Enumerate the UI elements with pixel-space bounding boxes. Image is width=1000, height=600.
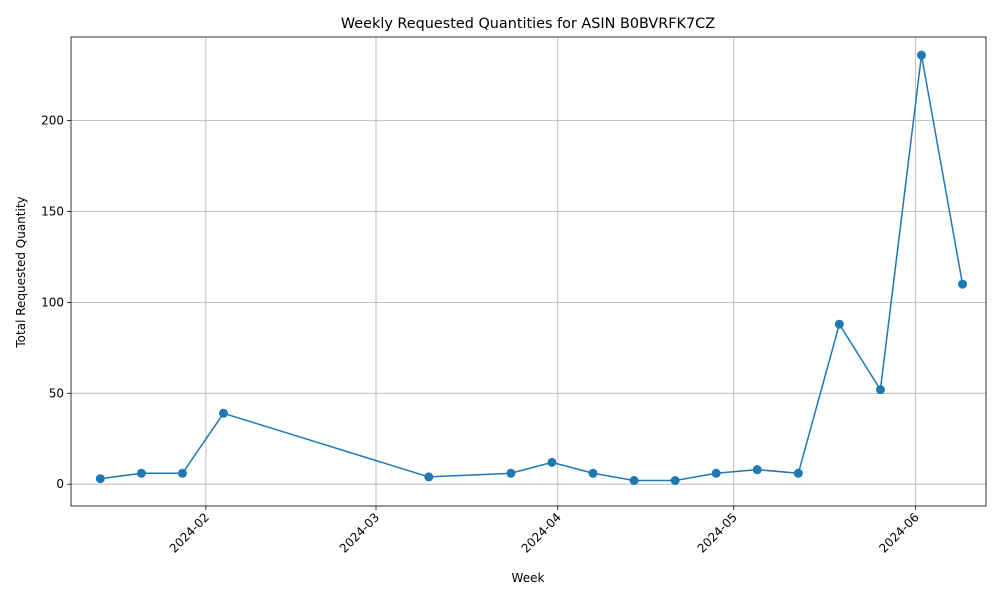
y-tick-label: 150 (41, 205, 64, 219)
data-point (547, 457, 557, 467)
data-point (219, 408, 228, 418)
x-tick-label: 2024-06 (876, 510, 921, 555)
data-point (136, 468, 146, 478)
y-tick-label: 100 (41, 295, 64, 309)
data-point (670, 476, 680, 486)
y-tick-label: 50 (49, 386, 64, 400)
x-tick-label: 2024-02 (167, 510, 212, 555)
data-point (588, 468, 598, 478)
series-polyline (100, 54, 964, 482)
data-point (916, 50, 926, 60)
x-axis-label: Week (512, 571, 545, 585)
data-point (629, 476, 639, 486)
data-point (958, 279, 968, 289)
grid-lines (71, 37, 986, 506)
chart-title: Weekly Requested Quantities for ASIN B0B… (341, 16, 715, 32)
plot-area-frame (70, 36, 987, 507)
data-point (711, 468, 721, 478)
x-tick-label: 2024-03 (337, 510, 382, 555)
data-point (506, 468, 516, 478)
data-point (875, 385, 885, 395)
data-point (752, 465, 762, 475)
data-point (793, 468, 803, 478)
y-tick-label: 200 (41, 114, 64, 128)
data-point (95, 474, 105, 484)
series-line (95, 50, 968, 486)
y-tick-label: 0 (56, 477, 64, 491)
data-point (834, 319, 844, 329)
data-point (177, 468, 187, 478)
y-axis-label: Total Requested Quantity (14, 196, 28, 348)
x-tick-label: 2024-04 (519, 510, 564, 555)
x-tick-label: 2024-05 (695, 510, 740, 555)
axis-ticks: 2024-02 2024-03 2024-04 2024-05 2024-06 0 50 10… (41, 114, 922, 556)
data-point (424, 472, 434, 482)
